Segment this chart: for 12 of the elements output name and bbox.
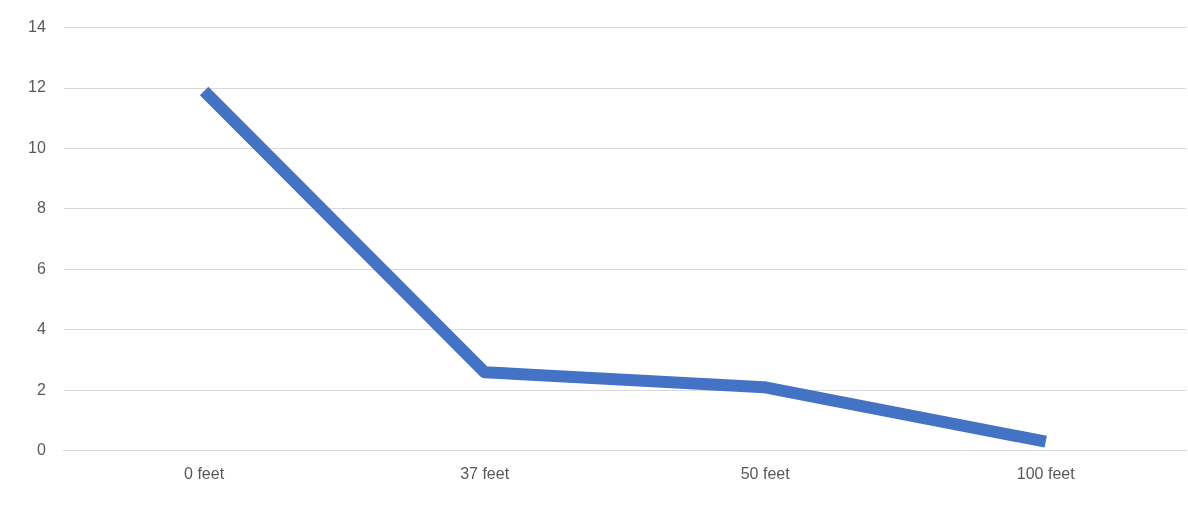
- y-tick-label: 4: [36, 320, 46, 338]
- y-tick-label: 8: [36, 199, 46, 217]
- y-tick-label: 12: [28, 78, 46, 96]
- y-tick-label: 6: [36, 259, 46, 277]
- x-tick-label: 100 feet: [1016, 464, 1076, 482]
- y-tick-label: 2: [36, 380, 46, 398]
- y-tick-label: 14: [28, 18, 46, 36]
- x-tick-label: 0 feet: [184, 464, 225, 482]
- y-tick-label: 10: [28, 138, 46, 156]
- x-tick-label: 37 feet: [460, 464, 510, 482]
- x-tick-label: 50 feet: [740, 464, 791, 482]
- y-tick-label: 0: [36, 441, 46, 459]
